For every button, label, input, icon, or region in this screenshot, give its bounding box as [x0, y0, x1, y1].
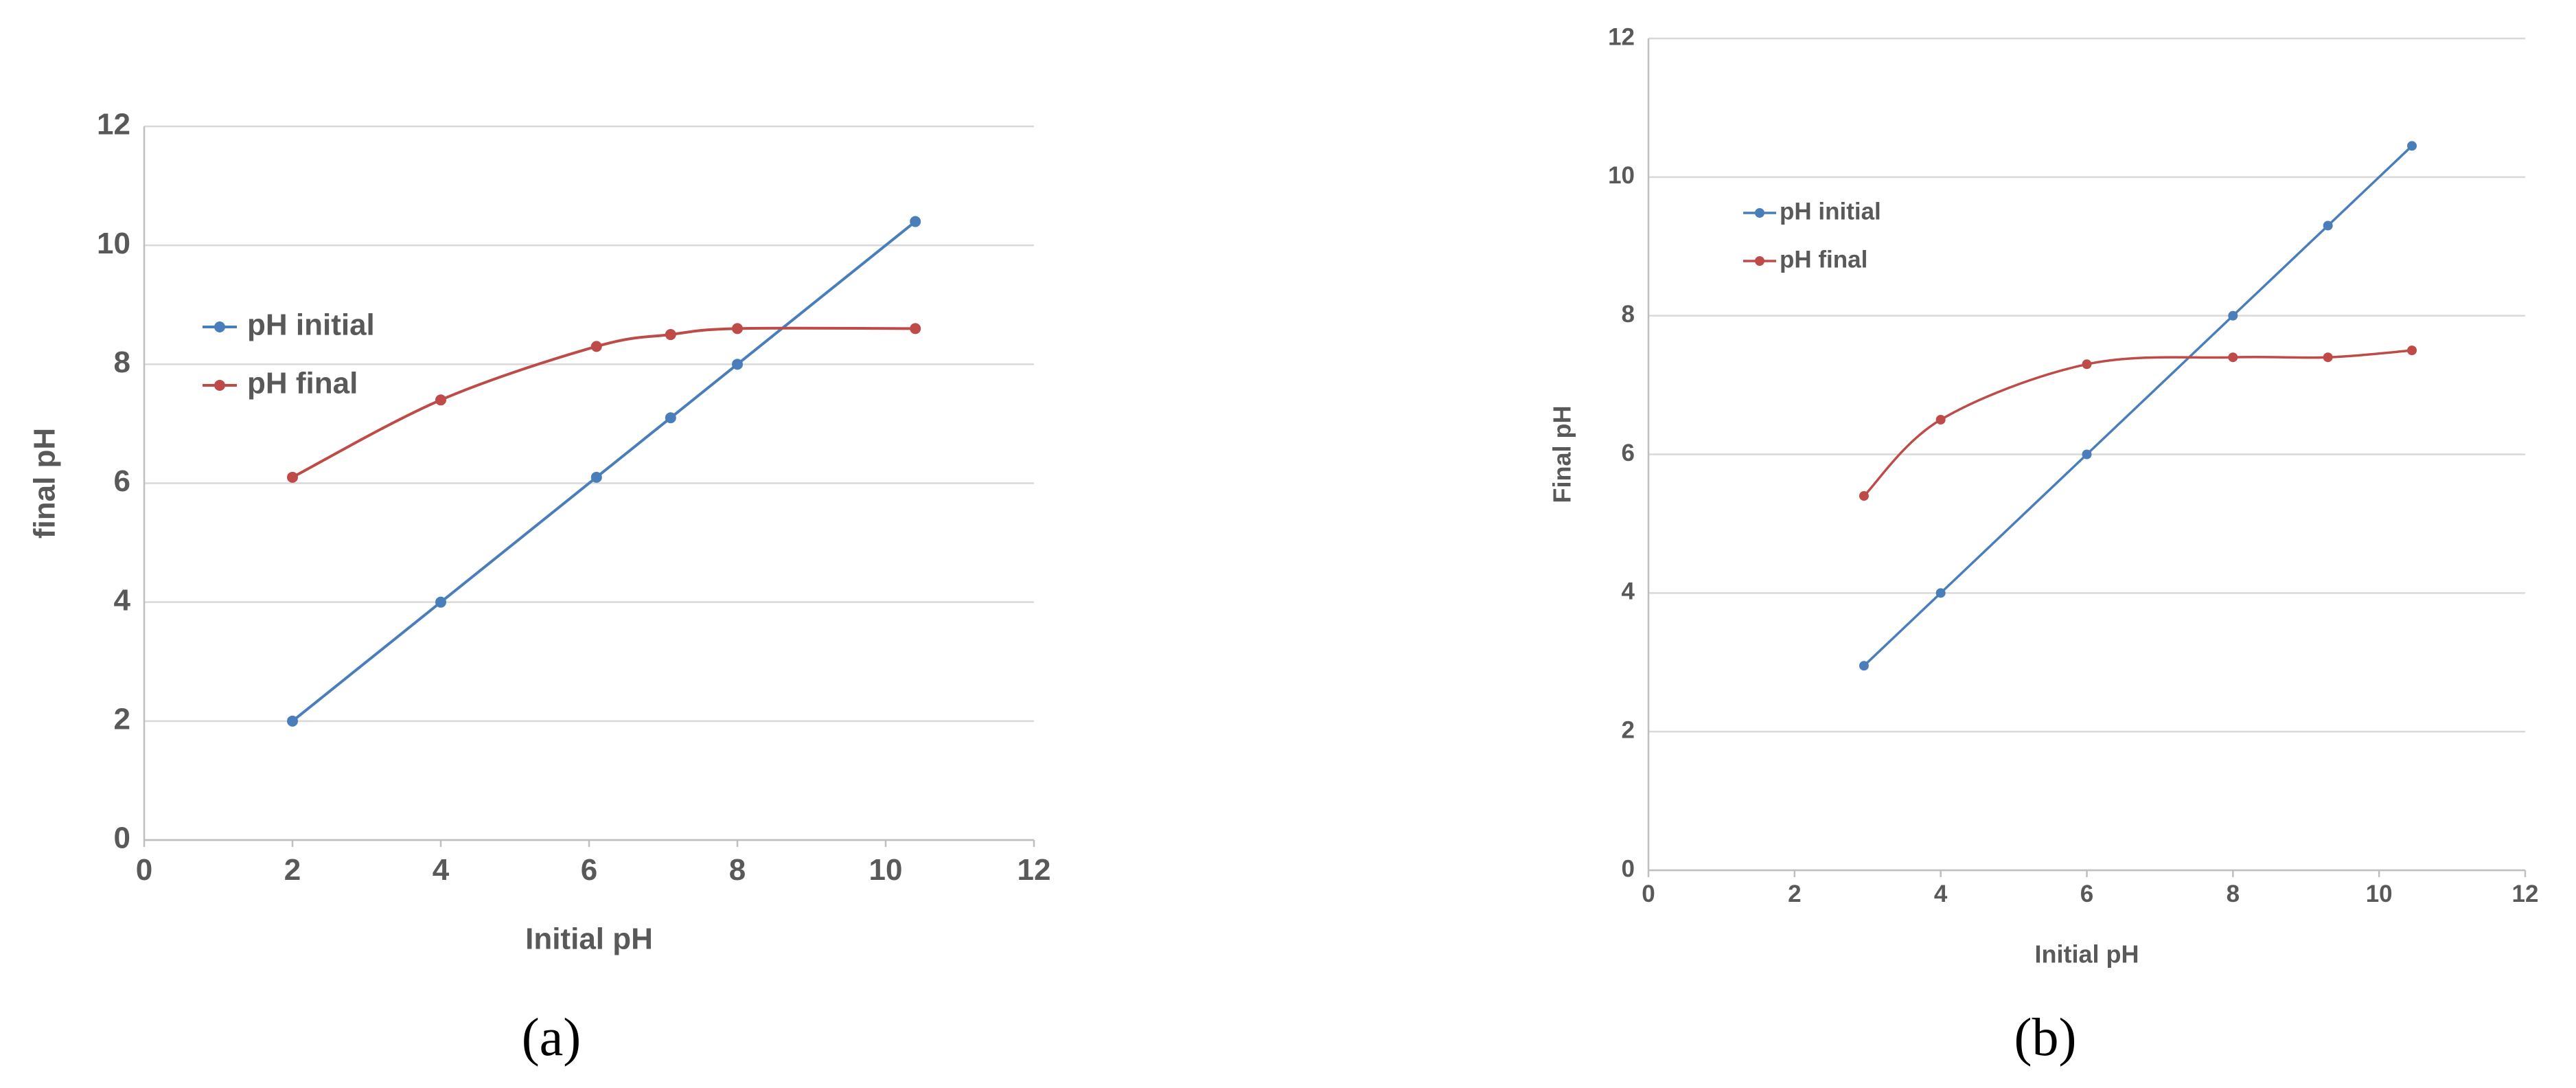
data-point	[665, 412, 676, 424]
x-axis-title: Initial pH	[525, 922, 653, 956]
data-point	[732, 323, 743, 335]
data-point	[2323, 220, 2333, 231]
y-tick-label: 0	[114, 821, 130, 855]
data-point	[590, 341, 602, 352]
data-point	[2082, 359, 2092, 370]
y-tick-label: 12	[97, 108, 130, 141]
x-tick-label: 6	[2080, 881, 2093, 907]
data-point	[287, 471, 298, 483]
x-tick-label: 8	[2227, 881, 2240, 907]
data-point	[910, 323, 921, 335]
y-axis-title: final pH	[28, 428, 62, 539]
legend-label: pH initial	[1780, 198, 1881, 225]
y-tick-label: 2	[114, 702, 130, 736]
series-line	[291, 220, 917, 723]
legend-label: pH final	[247, 367, 358, 400]
x-tick-label: 4	[433, 853, 450, 887]
x-tick-label: 0	[1642, 881, 1655, 907]
caption: (b)	[2014, 1007, 2077, 1067]
data-point	[435, 394, 446, 406]
data-point	[1859, 491, 1869, 501]
data-point	[1935, 415, 1946, 425]
legend-marker	[214, 321, 225, 332]
y-tick-label: 8	[1622, 301, 1635, 328]
data-point	[2228, 310, 2238, 321]
data-point	[2407, 141, 2417, 151]
data-point	[2228, 352, 2238, 363]
y-tick-label: 0	[1622, 855, 1635, 882]
y-tick-label: 4	[1622, 578, 1635, 605]
data-point	[287, 715, 298, 727]
y-tick-label: 12	[1608, 23, 1635, 50]
legend-marker	[1755, 256, 1764, 266]
data-point	[665, 329, 676, 341]
chart: 0 2 4 6 8 10 12 0 2 4 6 8 10 12 Initial pH final pH (a) p…	[28, 108, 1051, 1067]
x-axis-title: Initial pH	[2035, 940, 2139, 968]
x-tick-label: 8	[729, 853, 746, 887]
chart: 0 2 4 6 8 10 12 0 2 4 6 8 10 12 Initial pH Final pH (b) p…	[1548, 23, 2539, 1067]
legend-marker	[214, 380, 225, 391]
x-tick-label: 0	[136, 853, 152, 887]
y-tick-label: 2	[1622, 716, 1635, 743]
data-point	[1935, 588, 1946, 598]
data-point	[1859, 661, 1869, 671]
x-tick-label: 2	[1788, 881, 1801, 907]
series-line	[1863, 349, 2413, 497]
y-tick-label: 6	[114, 464, 130, 498]
caption: (a)	[522, 1007, 582, 1067]
data-point	[732, 359, 743, 370]
data-point	[2323, 352, 2333, 363]
x-tick-label: 10	[2366, 881, 2393, 907]
x-tick-label: 10	[869, 853, 903, 887]
y-tick-label: 8	[114, 345, 130, 379]
y-tick-label: 10	[97, 227, 130, 260]
x-tick-label: 12	[1017, 853, 1051, 887]
x-tick-label: 12	[2512, 881, 2539, 907]
y-tick-label: 4	[114, 583, 131, 617]
data-point	[2407, 345, 2417, 356]
data-point	[2082, 449, 2092, 460]
y-tick-label: 6	[1622, 440, 1635, 466]
x-tick-label: 4	[1934, 881, 1948, 907]
data-point	[590, 471, 602, 483]
series-line	[292, 326, 916, 479]
legend-label: pH initial	[247, 308, 375, 342]
y-tick-label: 10	[1608, 162, 1635, 189]
y-axis-title: Final pH	[1548, 406, 1576, 503]
legend-label: pH final	[1780, 246, 1867, 273]
legend-marker	[1755, 208, 1764, 218]
data-point	[435, 596, 446, 608]
x-tick-label: 2	[284, 853, 301, 887]
x-tick-label: 6	[581, 853, 597, 887]
data-point	[910, 216, 921, 227]
